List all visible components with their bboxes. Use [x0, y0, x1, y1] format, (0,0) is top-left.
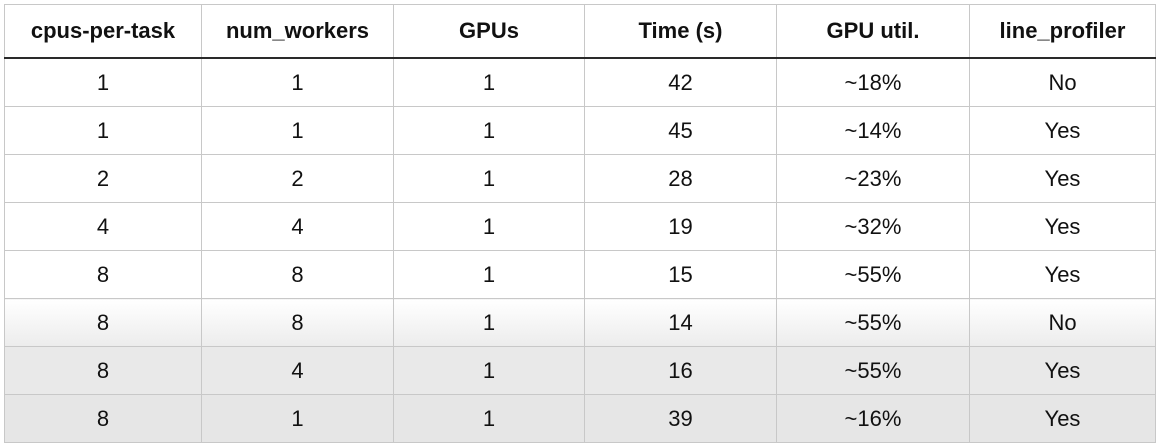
cell-cpus-per-task: 1	[4, 106, 202, 155]
cell-gpu-util: ~55%	[776, 346, 970, 395]
cell-cpus-per-task: 8	[4, 346, 202, 395]
cell-time: 45	[584, 106, 777, 155]
cell-gpus: 1	[393, 106, 585, 155]
cell-num-workers: 1	[201, 106, 394, 155]
cell-cpus-per-task: 8	[4, 250, 202, 299]
table-row: 1 1 1 42 ~18% No	[4, 57, 1156, 107]
cell-gpu-util: ~18%	[776, 57, 970, 107]
cell-time: 16	[584, 346, 777, 395]
cell-gpus: 1	[393, 154, 585, 203]
cell-gpus: 1	[393, 298, 585, 347]
cell-line-profiler: Yes	[969, 154, 1156, 203]
table-row: 8 1 1 39 ~16% Yes	[4, 394, 1156, 443]
results-table-container: cpus-per-task num_workers GPUs Time (s) …	[4, 4, 1156, 443]
cell-gpus: 1	[393, 250, 585, 299]
cell-gpu-util: ~16%	[776, 394, 970, 443]
cell-cpus-per-task: 8	[4, 394, 202, 443]
cell-num-workers: 8	[201, 250, 394, 299]
cell-time: 19	[584, 202, 777, 251]
cell-num-workers: 4	[201, 202, 394, 251]
header-time: Time (s)	[584, 4, 777, 59]
cell-gpus: 1	[393, 346, 585, 395]
cell-gpu-util: ~14%	[776, 106, 970, 155]
cell-gpus: 1	[393, 394, 585, 443]
cell-gpu-util: ~55%	[776, 298, 970, 347]
table-row: 8 8 1 14 ~55% No	[4, 298, 1156, 347]
cell-line-profiler: Yes	[969, 106, 1156, 155]
cell-line-profiler: Yes	[969, 202, 1156, 251]
table-row: 2 2 1 28 ~23% Yes	[4, 154, 1156, 203]
cell-line-profiler: Yes	[969, 394, 1156, 443]
table-row: 8 8 1 15 ~55% Yes	[4, 250, 1156, 299]
table-row: 4 4 1 19 ~32% Yes	[4, 202, 1156, 251]
cell-num-workers: 1	[201, 394, 394, 443]
header-gpu-util: GPU util.	[776, 4, 970, 59]
cell-time: 15	[584, 250, 777, 299]
cell-cpus-per-task: 8	[4, 298, 202, 347]
cell-num-workers: 1	[201, 57, 394, 107]
table-row: 8 4 1 16 ~55% Yes	[4, 346, 1156, 395]
header-gpus: GPUs	[393, 4, 585, 59]
cell-cpus-per-task: 1	[4, 57, 202, 107]
cell-time: 42	[584, 57, 777, 107]
cell-gpu-util: ~55%	[776, 250, 970, 299]
cell-cpus-per-task: 4	[4, 202, 202, 251]
cell-gpus: 1	[393, 57, 585, 107]
header-line-profiler: line_profiler	[969, 4, 1156, 59]
cell-line-profiler: Yes	[969, 346, 1156, 395]
cell-gpu-util: ~32%	[776, 202, 970, 251]
results-table: cpus-per-task num_workers GPUs Time (s) …	[4, 4, 1156, 443]
cell-time: 39	[584, 394, 777, 443]
cell-num-workers: 2	[201, 154, 394, 203]
cell-gpu-util: ~23%	[776, 154, 970, 203]
header-num-workers: num_workers	[201, 4, 394, 59]
table-header-row: cpus-per-task num_workers GPUs Time (s) …	[4, 4, 1156, 59]
cell-line-profiler: No	[969, 57, 1156, 107]
cell-time: 28	[584, 154, 777, 203]
cell-num-workers: 8	[201, 298, 394, 347]
cell-line-profiler: No	[969, 298, 1156, 347]
cell-line-profiler: Yes	[969, 250, 1156, 299]
cell-cpus-per-task: 2	[4, 154, 202, 203]
table-row: 1 1 1 45 ~14% Yes	[4, 106, 1156, 155]
cell-num-workers: 4	[201, 346, 394, 395]
cell-gpus: 1	[393, 202, 585, 251]
header-cpus-per-task: cpus-per-task	[4, 4, 202, 59]
cell-time: 14	[584, 298, 777, 347]
